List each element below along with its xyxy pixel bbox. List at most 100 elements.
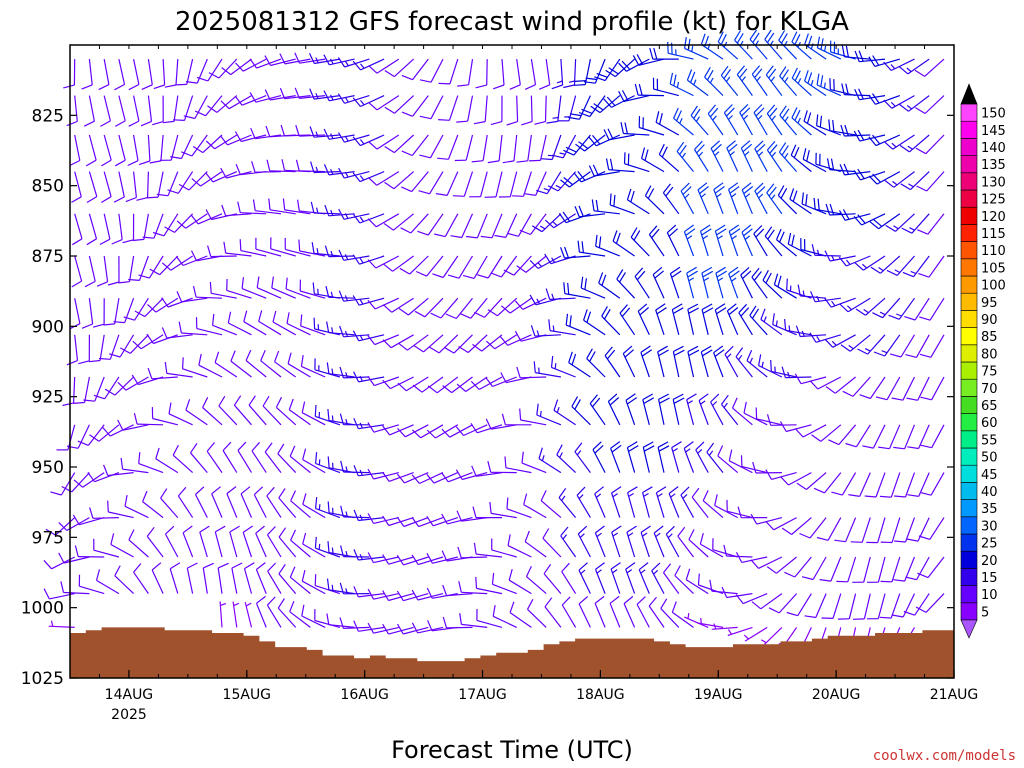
wind-barb xyxy=(834,517,857,543)
barb-staff xyxy=(212,324,238,336)
barb-staff xyxy=(884,334,901,357)
wind-barb xyxy=(310,201,340,215)
barb-staff xyxy=(74,334,79,361)
barb-half-feather xyxy=(628,492,634,497)
barb-half-feather xyxy=(771,115,776,121)
wind-barb xyxy=(546,95,562,124)
wind-barb xyxy=(825,203,856,216)
barb-staff xyxy=(701,44,724,60)
barb-feather xyxy=(413,345,424,353)
barb-staff xyxy=(655,121,680,136)
barb-feather xyxy=(609,193,612,205)
wind-barb xyxy=(906,517,930,542)
barb-staff xyxy=(766,192,783,215)
barb-staff xyxy=(108,511,134,519)
wind-barb xyxy=(401,134,429,157)
barb-staff xyxy=(181,332,208,336)
barb-half-feather xyxy=(726,353,732,359)
wind-barb xyxy=(264,89,296,101)
barb-staff xyxy=(278,536,297,558)
barb-half-feather xyxy=(345,511,348,518)
barb-staff xyxy=(118,58,126,85)
barb-feather xyxy=(612,230,618,242)
barb-staff xyxy=(243,568,253,594)
barb-staff xyxy=(522,297,547,310)
barb-feather xyxy=(728,182,739,190)
barb-feather xyxy=(104,388,116,396)
barb-feather xyxy=(609,595,620,604)
barb-staff xyxy=(302,503,326,519)
barb-half-feather xyxy=(846,259,851,265)
wind-barb xyxy=(384,58,415,78)
barb-feather xyxy=(731,397,738,409)
wind-barb xyxy=(751,65,768,96)
barb-staff xyxy=(177,495,194,518)
barb-feather xyxy=(791,31,798,43)
barb-feather xyxy=(907,446,919,450)
barb-half-feather xyxy=(330,209,334,216)
barb-half-feather xyxy=(559,452,563,458)
wind-barb xyxy=(573,58,591,86)
barb-staff xyxy=(477,424,503,434)
barb-feather xyxy=(503,269,515,276)
barb-staff xyxy=(260,360,282,378)
barb-staff xyxy=(653,88,679,97)
barb-staff xyxy=(393,213,414,231)
barb-feather xyxy=(735,552,743,563)
barb-feather xyxy=(521,451,524,464)
barb-feather xyxy=(637,303,648,312)
wind-barb xyxy=(127,134,139,167)
wind-barb xyxy=(128,255,149,281)
barb-half-feather xyxy=(743,634,749,640)
barb-feather xyxy=(595,199,599,212)
colorbar-label: 135 xyxy=(981,158,1006,173)
barb-feather xyxy=(277,443,285,455)
wind-barb xyxy=(152,95,164,126)
wind-barb xyxy=(415,255,444,277)
barb-staff xyxy=(630,236,650,257)
barb-staff xyxy=(408,297,429,316)
barb-feather xyxy=(593,103,604,111)
barb-feather xyxy=(221,204,227,216)
barb-feather xyxy=(256,595,266,604)
barb-staff xyxy=(867,334,886,355)
barb-feather xyxy=(716,270,728,278)
barb-staff xyxy=(376,171,400,186)
barb-feather xyxy=(66,445,79,449)
barb-staff xyxy=(625,400,636,425)
wind-barb xyxy=(760,626,783,646)
barb-feather xyxy=(578,111,590,118)
barb-feather xyxy=(573,172,582,183)
barb-half-feather xyxy=(318,504,321,510)
barb-staff xyxy=(674,575,694,595)
wind-barb xyxy=(686,393,697,425)
barb-staff xyxy=(449,424,473,438)
barb-staff xyxy=(824,472,842,494)
barb-feather xyxy=(760,308,766,320)
barb-feather xyxy=(192,285,197,298)
barb-staff xyxy=(549,297,576,300)
barb-feather xyxy=(743,228,753,237)
barb-feather xyxy=(218,395,226,407)
barb-feather xyxy=(205,172,214,183)
barb-staff xyxy=(147,95,153,122)
barb-staff xyxy=(302,580,326,595)
barb-feather xyxy=(128,278,140,281)
barb-staff xyxy=(277,453,297,474)
barb-half-feather xyxy=(816,335,821,342)
barb-staff xyxy=(832,334,856,348)
barb-feather xyxy=(490,121,503,126)
wind-barb xyxy=(695,441,709,473)
barb-staff xyxy=(243,321,267,336)
barb-feather xyxy=(639,307,649,316)
barb-staff xyxy=(756,517,783,525)
wind-barb xyxy=(411,472,444,485)
barb-feather xyxy=(337,93,346,104)
barb-staff xyxy=(878,213,901,230)
wind-barb xyxy=(120,457,149,474)
wind-barb xyxy=(232,601,240,628)
wind-barb xyxy=(655,111,680,136)
barb-feather xyxy=(853,170,861,181)
barb-feather xyxy=(103,323,115,326)
barb-feather xyxy=(643,445,655,452)
